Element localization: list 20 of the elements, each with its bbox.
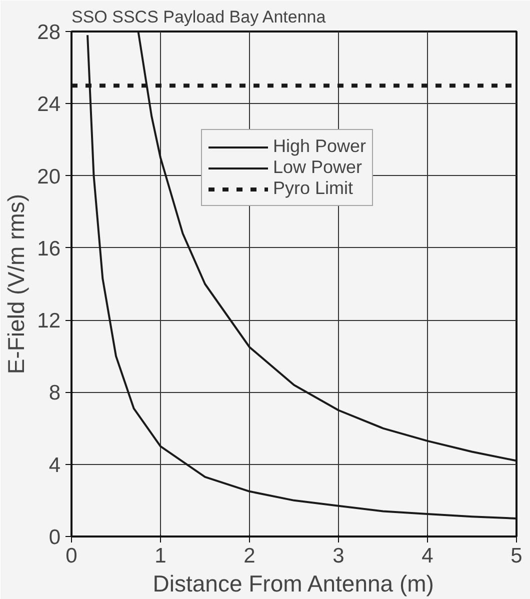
x-tick-label: 5: [510, 544, 522, 568]
x-tick-label: 0: [66, 544, 78, 568]
y-tick-label: 4: [48, 454, 61, 477]
x-tick-label: 2: [244, 544, 256, 568]
y-tick-label: 24: [37, 93, 61, 116]
x-tick-label: 3: [332, 544, 344, 568]
x-axis-title: Distance From Antenna (m): [152, 570, 434, 596]
y-tick-label: 28: [37, 21, 60, 44]
y-axis-title: E-Field (V/m rms): [3, 194, 30, 374]
chart-title: SSO SSCS Payload Bay Antenna: [72, 8, 326, 26]
y-tick-label: 12: [37, 310, 60, 333]
legend-label: Low Power: [273, 157, 362, 178]
y-tick-label: 16: [37, 237, 60, 260]
legend-label: High Power: [273, 136, 366, 157]
y-tick-label: 20: [37, 165, 60, 188]
x-tick-label: 4: [422, 544, 434, 568]
x-tick-label: 1: [154, 544, 166, 568]
y-tick-label: 0: [48, 526, 61, 549]
legend-label: Pyro Limit: [273, 178, 354, 199]
y-tick-label: 8: [48, 382, 61, 405]
